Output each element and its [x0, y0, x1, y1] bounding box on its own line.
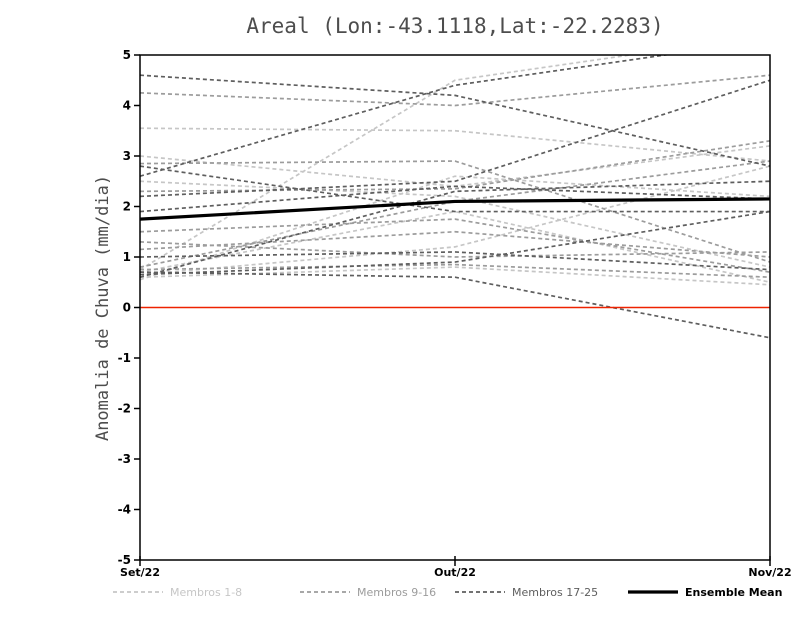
- member-line: [140, 127, 770, 162]
- member-line: [140, 79, 770, 198]
- y-tick-label: -1: [118, 351, 131, 365]
- member-line: [140, 180, 770, 268]
- chart-title: Areal (Lon:-43.1118,Lat:-22.2283): [246, 14, 663, 38]
- legend-label: Ensemble Mean: [685, 586, 782, 599]
- legend-label: Membros 9-16: [357, 586, 436, 599]
- member-line: [140, 271, 770, 339]
- member-line: [140, 145, 770, 188]
- member-line: [140, 55, 671, 178]
- y-tick-label: -4: [118, 503, 131, 517]
- member-line: [140, 251, 770, 271]
- x-tick-label: Out/22: [434, 566, 476, 579]
- member-line: [140, 180, 770, 279]
- y-tick-label: 5: [123, 48, 131, 62]
- x-tick-label: Nov/22: [748, 566, 791, 579]
- y-tick-label: 0: [123, 301, 131, 315]
- y-tick-label: 2: [123, 200, 131, 214]
- y-tick-label: -3: [118, 452, 131, 466]
- ensemble-members-layer: [140, 55, 770, 339]
- x-tick-label: Set/22: [120, 566, 160, 579]
- y-tick-label: 3: [123, 149, 131, 163]
- member-line: [140, 185, 770, 213]
- member-line: [140, 160, 770, 268]
- member-line: [140, 263, 770, 279]
- member-line: [140, 165, 770, 213]
- y-tick-label: 1: [123, 250, 131, 264]
- y-tick-label: -2: [118, 402, 131, 416]
- legend-label: Membros 1-8: [170, 586, 242, 599]
- member-line: [140, 210, 770, 276]
- member-line: [140, 74, 770, 167]
- member-line: [140, 266, 770, 286]
- legend: Membros 1-8 Membros 9-16 Membros 17-25 Ense…: [113, 586, 782, 599]
- ensemble-mean-line: [140, 197, 770, 221]
- member-line: [140, 74, 770, 107]
- y-tick-label: 4: [123, 99, 131, 113]
- member-line: [140, 210, 770, 284]
- member-line: [140, 175, 770, 281]
- member-line: [140, 165, 770, 276]
- axes-layer: -5 -4 -3 -2 -1 0 1 2 3 4 5 Set/22 Out/22 Nov/22: [118, 48, 792, 579]
- y-tick-label: -5: [118, 553, 131, 567]
- legend-label: Membros 17-25: [512, 586, 598, 599]
- y-axis-label: Anomalia de Chuva (mm/dia): [93, 175, 113, 441]
- member-line: [140, 241, 770, 258]
- member-line: [140, 55, 636, 271]
- member-line: [140, 230, 770, 258]
